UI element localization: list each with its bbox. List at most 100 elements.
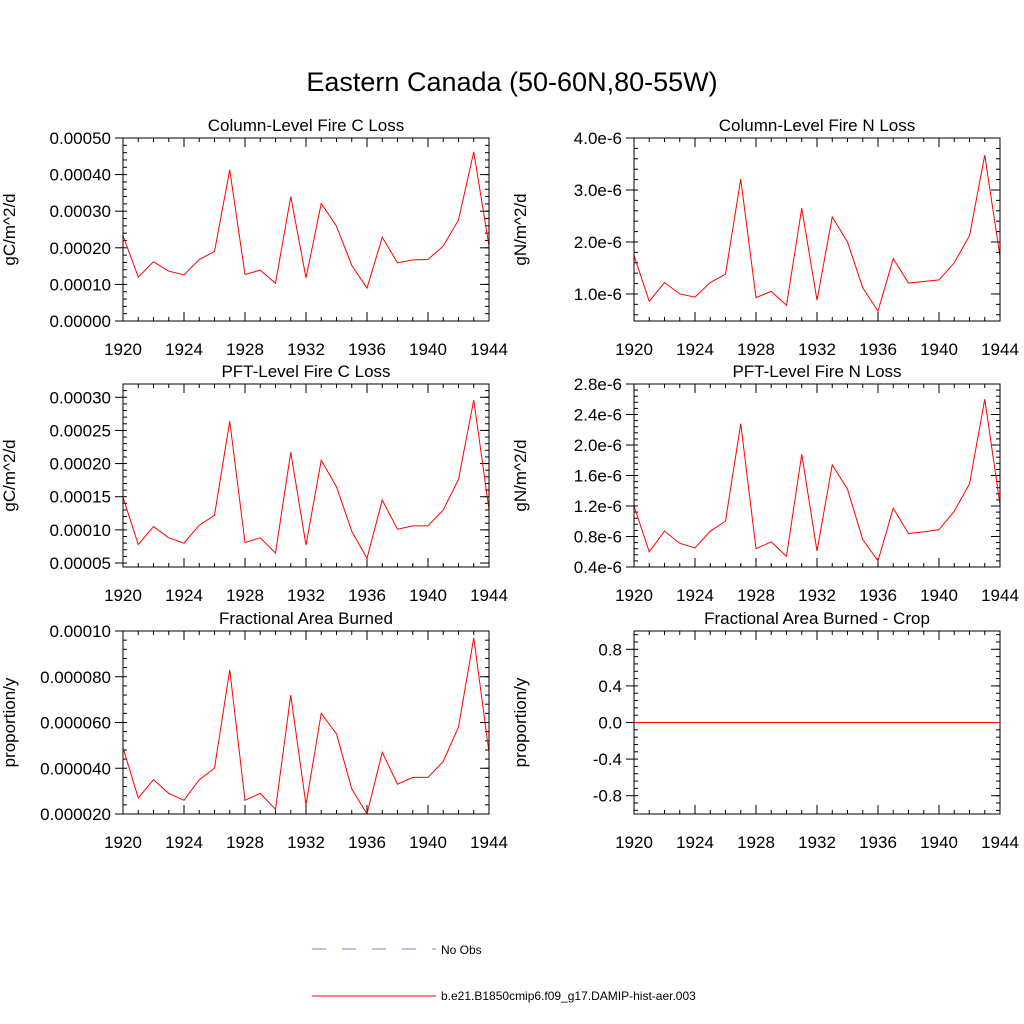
x-tick-label: 1924 <box>676 833 714 852</box>
x-tick-label: 1936 <box>859 586 897 605</box>
chart-panel-1: Column-Level Fire C Loss gC/m^2/d 1920 1924… <box>0 116 508 359</box>
figure-title: Eastern Canada (50-60N,80-55W) <box>306 67 717 97</box>
chart-title: Fractional Area Burned <box>219 609 393 628</box>
series-line <box>634 399 1000 563</box>
legend-label-model: b.e21.B1850cmip6.f09_g17.DAMIP-hist-aer.… <box>441 989 696 1003</box>
x-tick-label: 1920 <box>615 833 653 852</box>
x-tick-label: 1936 <box>859 340 897 359</box>
x-tick-label: 1944 <box>470 833 508 852</box>
x-tick-label: 1940 <box>409 340 447 359</box>
y-tick-label: 0.000060 <box>40 714 111 733</box>
plot-frame <box>122 383 490 568</box>
x-tick-label: 1944 <box>981 833 1019 852</box>
series-line <box>123 399 489 560</box>
x-tick-label: 1932 <box>798 586 836 605</box>
y-tick-label: 1.2e-6 <box>574 497 622 516</box>
x-tick-label: 1932 <box>287 586 325 605</box>
y-tick-label: 2.4e-6 <box>574 406 622 425</box>
x-tick-label: 1924 <box>165 586 203 605</box>
x-tick-label: 1936 <box>859 833 897 852</box>
series-line <box>123 151 489 290</box>
chart-panel-3: PFT-Level Fire C Loss gC/m^2/d 1920 1924 192… <box>0 362 508 605</box>
y-tick-label: 0.00020 <box>50 239 111 258</box>
x-tick-label: 1940 <box>920 340 958 359</box>
x-tick-label: 1924 <box>676 340 714 359</box>
chart-panel-4: PFT-Level Fire N Loss gN/m^2/d 1920 1924 192… <box>511 362 1019 605</box>
y-tick-label: 0.4e-6 <box>574 558 622 577</box>
y-tick-label: 4.0e-6 <box>574 129 622 148</box>
x-tick-label: 1920 <box>104 833 142 852</box>
x-tick-label: 1932 <box>287 833 325 852</box>
y-tick-label: 2.8e-6 <box>574 375 622 394</box>
x-tick-label: 1944 <box>470 340 508 359</box>
y-tick-label: 3.0e-6 <box>574 181 622 200</box>
y-tick-label: 0.00010 <box>50 275 111 294</box>
x-tick-label: 1924 <box>676 586 714 605</box>
plot-frame <box>122 137 490 322</box>
chart-title: Fractional Area Burned - Crop <box>704 609 930 628</box>
chart-panel-5: Fractional Area Burned proportion/y 1920 19… <box>0 609 508 852</box>
y-tick-label: 0.00050 <box>50 129 111 148</box>
x-tick-label: 1940 <box>920 586 958 605</box>
x-tick-label: 1940 <box>409 586 447 605</box>
y-tick-label: 0.00015 <box>50 488 111 507</box>
y-tick-label: 0.00020 <box>50 455 111 474</box>
x-tick-label: 1920 <box>104 340 142 359</box>
x-tick-label: 1936 <box>348 833 386 852</box>
y-tick-label: 2.0e-6 <box>574 233 622 252</box>
legend-label-no-obs: No Obs <box>441 943 482 957</box>
y-tick-label: 1.6e-6 <box>574 467 622 486</box>
y-tick-label: 0.00040 <box>50 166 111 185</box>
plot-frame <box>633 383 1001 568</box>
y-tick-label: -0.4 <box>593 750 622 769</box>
y-tick-label: 1.0e-6 <box>574 285 622 304</box>
chart-panel-6: Fractional Area Burned - Crop proportion/… <box>511 609 1019 852</box>
y-tick-label: 0.4 <box>598 677 622 696</box>
x-tick-label: 1924 <box>165 340 203 359</box>
y-tick-label: 0.000020 <box>40 805 111 824</box>
x-tick-label: 1940 <box>920 833 958 852</box>
x-tick-label: 1944 <box>470 586 508 605</box>
x-tick-label: 1920 <box>104 586 142 605</box>
x-tick-label: 1920 <box>615 340 653 359</box>
y-axis-label: gN/m^2/d <box>511 439 530 511</box>
chart-title: PFT-Level Fire C Loss <box>221 362 390 381</box>
y-tick-label: 0.00000 <box>50 312 111 331</box>
y-tick-label: 0.00030 <box>50 388 111 407</box>
y-tick-label: 0.00030 <box>50 202 111 221</box>
chart-title: PFT-Level Fire N Loss <box>732 362 901 381</box>
plot-frame <box>633 630 1001 815</box>
plot-frame <box>122 630 490 815</box>
y-axis-label: gC/m^2/d <box>0 193 19 265</box>
x-tick-label: 1932 <box>287 340 325 359</box>
y-tick-label: 0.8e-6 <box>574 528 622 547</box>
x-tick-label: 1940 <box>409 833 447 852</box>
chart-panel-2: Column-Level Fire N Loss gN/m^2/d 1920 1924… <box>511 116 1019 359</box>
y-tick-label: -0.8 <box>593 787 622 806</box>
x-tick-label: 1928 <box>226 833 264 852</box>
x-tick-label: 1936 <box>348 586 386 605</box>
panels: Column-Level Fire C Loss gC/m^2/d 1920 1924… <box>0 116 1019 852</box>
x-tick-label: 1928 <box>226 340 264 359</box>
plot-frame <box>633 137 1001 322</box>
x-tick-label: 1932 <box>798 340 836 359</box>
x-tick-label: 1932 <box>798 833 836 852</box>
y-tick-label: 0.00010 <box>50 521 111 540</box>
x-tick-label: 1944 <box>981 586 1019 605</box>
series-line <box>634 155 1000 313</box>
y-tick-label: 0.0 <box>598 714 622 733</box>
y-tick-label: 0.00010 <box>50 622 111 641</box>
chart-title: Column-Level Fire N Loss <box>719 116 916 135</box>
x-tick-label: 1936 <box>348 340 386 359</box>
y-tick-label: 0.000040 <box>40 759 111 778</box>
y-tick-label: 0.8 <box>598 640 622 659</box>
y-tick-label: 2.0e-6 <box>574 436 622 455</box>
y-axis-label: proportion/y <box>511 677 530 767</box>
y-tick-label: 0.00025 <box>50 421 111 440</box>
y-tick-label: 0.000080 <box>40 668 111 687</box>
y-tick-label: 0.00005 <box>50 554 111 573</box>
chart-title: Column-Level Fire C Loss <box>208 116 405 135</box>
series-line <box>123 637 489 814</box>
x-tick-label: 1924 <box>165 833 203 852</box>
